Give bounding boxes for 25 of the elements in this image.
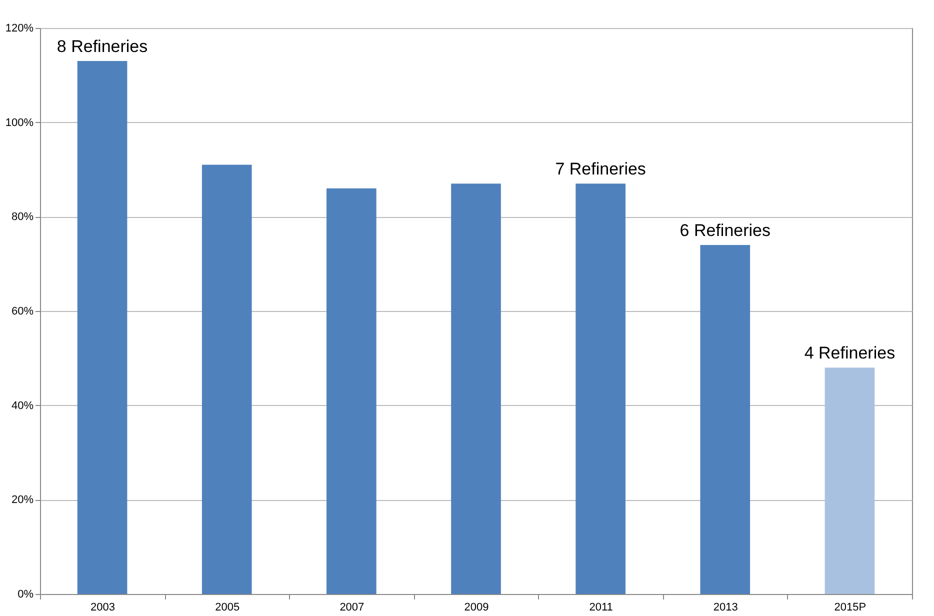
y-tick-label: 80% [11, 211, 34, 224]
x-tick-label: 2015P [834, 602, 866, 614]
y-tick-label: 100% [5, 116, 34, 129]
y-tick-label: 120% [5, 22, 34, 34]
x-tick-label: 2005 [215, 602, 240, 614]
bar [326, 188, 376, 594]
bar [77, 61, 128, 594]
x-tick-label: 2003 [90, 602, 116, 614]
annotation: 8 Refineries [56, 37, 148, 56]
y-tick-label: 60% [11, 306, 34, 318]
annotation: 6 Refineries [680, 220, 770, 240]
annotation: 7 Refineries [555, 160, 646, 179]
annotation: 4 Refineries [804, 344, 896, 363]
bar [824, 368, 875, 594]
bar [202, 164, 252, 594]
x-tick-label: 2011 [589, 602, 613, 614]
y-tick-label: 40% [11, 400, 34, 412]
x-tick-label: 2013 [713, 602, 738, 614]
y-tick-label: 20% [11, 494, 34, 506]
y-tick-label: 0% [18, 588, 34, 600]
bar [576, 184, 626, 594]
x-tick-label: 2007 [340, 602, 364, 614]
bar [700, 244, 750, 594]
x-tick-label: 2009 [464, 602, 489, 614]
bar [451, 184, 501, 594]
